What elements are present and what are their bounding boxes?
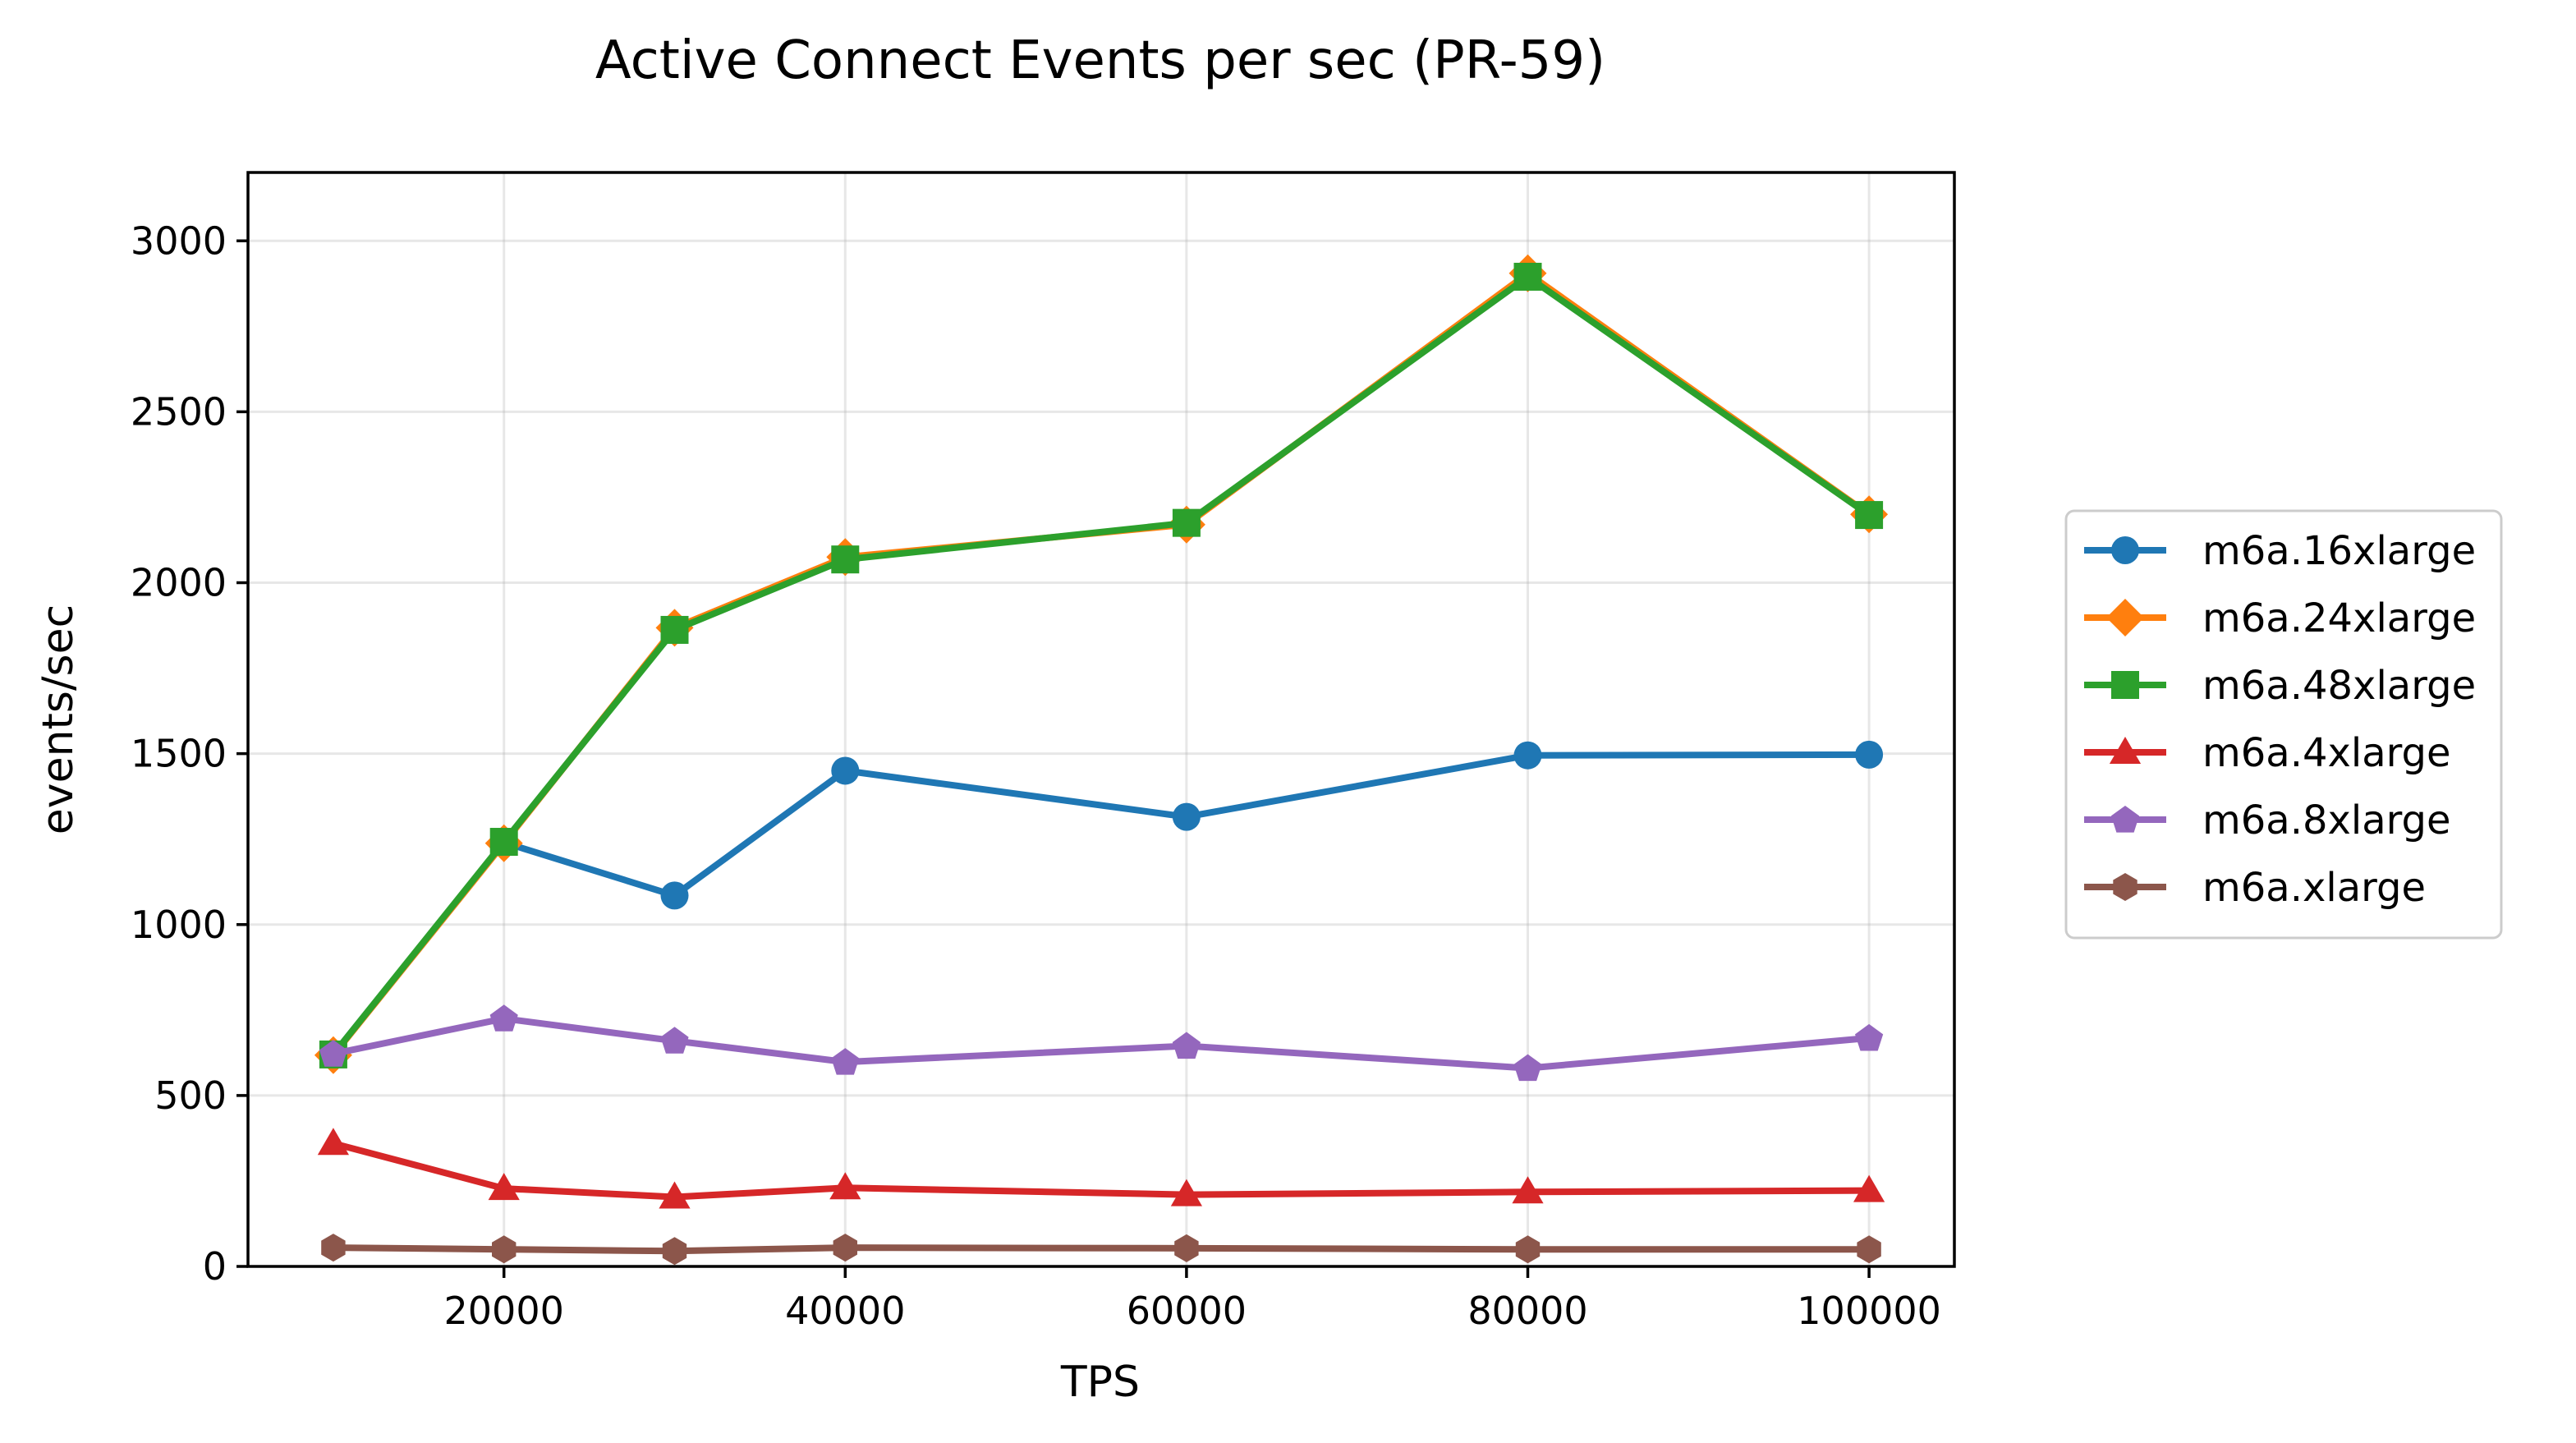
y-tick-label: 0 xyxy=(203,1244,227,1289)
data-point xyxy=(660,881,689,910)
series-line xyxy=(329,269,1873,1059)
data-point xyxy=(831,756,860,785)
series-line xyxy=(329,1015,1873,1072)
data-point xyxy=(1170,1179,1202,1206)
data-point xyxy=(662,1237,687,1266)
legend-marker xyxy=(2111,671,2139,699)
y-tick-label: 500 xyxy=(154,1073,227,1118)
data-point xyxy=(1513,1054,1542,1082)
legend-entry: m6a.xlarge xyxy=(2084,865,2426,911)
x-tick-label: 80000 xyxy=(1467,1289,1587,1333)
legend-label: m6a.48xlarge xyxy=(2202,663,2476,709)
y-tick-label: 2500 xyxy=(131,389,227,434)
data-point xyxy=(321,1234,346,1262)
y-tick-label: 1000 xyxy=(131,903,227,947)
series-line xyxy=(329,751,1873,1058)
series-m6a.24xlarge xyxy=(314,254,1889,1074)
data-point xyxy=(1174,1234,1199,1262)
legend-label: m6a.8xlarge xyxy=(2202,797,2451,843)
data-point xyxy=(319,1040,347,1067)
axis-ticks: 20000 40000 60000 80000 100000 0 500 1000 1500 20… xyxy=(131,218,1941,1333)
data-point xyxy=(660,1027,689,1054)
data-point xyxy=(1855,501,1884,530)
legend-label: m6a.16xlarge xyxy=(2202,528,2476,574)
data-point xyxy=(1855,1023,1884,1051)
legend-entry: m6a.16xlarge xyxy=(2084,528,2476,574)
legend-entry: m6a.48xlarge xyxy=(2084,663,2476,709)
data-point xyxy=(831,1048,860,1075)
legend-entry: m6a.4xlarge xyxy=(2084,730,2451,776)
y-axis-label: events/sec xyxy=(34,604,83,834)
data-point xyxy=(1172,802,1201,831)
data-point xyxy=(829,1172,861,1200)
data-point xyxy=(831,545,860,574)
legend-label: m6a.xlarge xyxy=(2202,865,2426,911)
data-point xyxy=(659,1181,691,1209)
data-point xyxy=(833,1234,857,1262)
data-point xyxy=(317,1128,349,1156)
data-point xyxy=(1513,262,1542,291)
series-line xyxy=(329,1140,1873,1201)
x-tick-label: 60000 xyxy=(1127,1289,1247,1333)
legend-marker xyxy=(2110,806,2140,833)
chart-title: Active Connect Events per sec (PR-59) xyxy=(595,30,1605,91)
series-layer xyxy=(314,254,1889,1266)
data-point xyxy=(492,1235,517,1264)
legend-entry: m6a.24xlarge xyxy=(2084,595,2476,641)
data-point xyxy=(488,1173,520,1201)
series-m6a.8xlarge xyxy=(319,1004,1884,1082)
data-point xyxy=(1512,1176,1544,1204)
series-line xyxy=(329,273,1873,1058)
plot-area-frame xyxy=(246,171,1956,1268)
series-m6a.4xlarge xyxy=(317,1128,1885,1209)
grid xyxy=(248,172,1954,1268)
x-tick-label: 100000 xyxy=(1797,1289,1941,1333)
x-axis-label: TPS xyxy=(1060,1358,1140,1407)
legend-marker xyxy=(2106,599,2144,636)
legend-entry: m6a.8xlarge xyxy=(2084,797,2451,843)
y-tick-label: 2000 xyxy=(131,561,227,605)
legend-marker xyxy=(2113,873,2137,901)
legend-marker xyxy=(2111,536,2139,564)
data-point xyxy=(1513,741,1542,770)
series-m6a.16xlarge xyxy=(319,740,1884,1068)
series-line xyxy=(329,1244,1873,1255)
data-point xyxy=(1172,508,1201,537)
legend-box xyxy=(2064,509,2503,940)
series-m6a.48xlarge xyxy=(319,262,1884,1068)
data-point xyxy=(489,828,518,857)
legend-marker xyxy=(2109,737,2142,764)
legend-label: m6a.24xlarge xyxy=(2202,595,2476,641)
data-point xyxy=(1172,1032,1201,1059)
data-point xyxy=(1515,1235,1541,1264)
series-m6a.xlarge xyxy=(321,1234,1881,1266)
data-point xyxy=(660,615,689,644)
data-point xyxy=(1857,1235,1881,1264)
x-tick-label: 20000 xyxy=(444,1289,564,1333)
y-tick-label: 1500 xyxy=(131,732,227,776)
x-tick-label: 40000 xyxy=(785,1289,905,1333)
data-point xyxy=(1853,1174,1885,1202)
data-point xyxy=(1855,740,1884,769)
y-tick-label: 3000 xyxy=(131,218,227,263)
legend: m6a.16xlarge m6a.24xlarge m6a.48xlarge m6a.… xyxy=(2064,509,2503,940)
data-point xyxy=(489,1004,518,1032)
legend-label: m6a.4xlarge xyxy=(2202,730,2451,776)
